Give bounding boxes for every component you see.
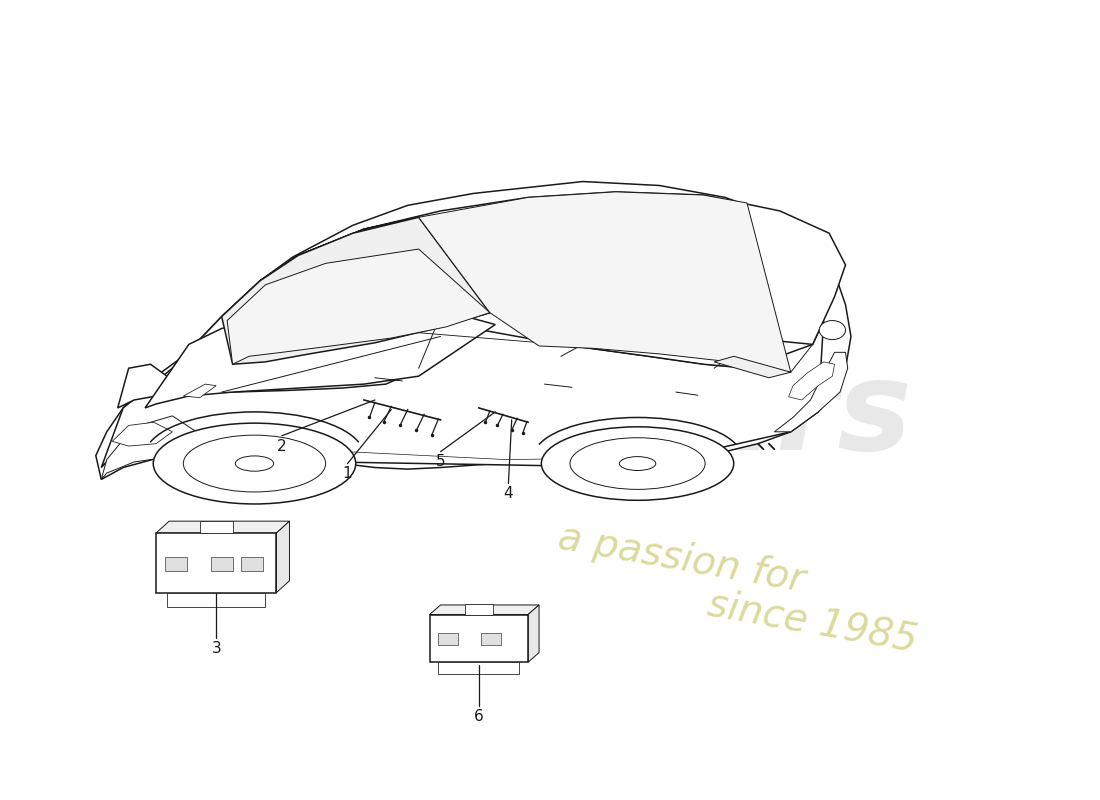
Polygon shape: [101, 416, 265, 479]
Text: 2: 2: [277, 438, 287, 454]
Text: 5: 5: [436, 454, 446, 470]
Bar: [439, 662, 519, 674]
Polygon shape: [276, 521, 289, 593]
Ellipse shape: [184, 435, 326, 492]
Circle shape: [820, 321, 846, 340]
Polygon shape: [430, 605, 539, 614]
Polygon shape: [96, 182, 851, 479]
Bar: [241, 557, 263, 571]
Polygon shape: [260, 192, 846, 344]
Text: 4: 4: [504, 486, 514, 502]
Polygon shape: [184, 384, 217, 398]
Bar: [481, 633, 500, 645]
Polygon shape: [156, 521, 289, 533]
Polygon shape: [419, 192, 791, 372]
Polygon shape: [774, 352, 848, 432]
Text: 1: 1: [343, 466, 352, 482]
Polygon shape: [101, 281, 824, 467]
Text: 6: 6: [474, 709, 484, 724]
Polygon shape: [789, 362, 835, 400]
Bar: [165, 557, 187, 571]
Polygon shape: [714, 356, 791, 378]
Polygon shape: [227, 249, 490, 364]
Text: 3: 3: [211, 641, 221, 656]
Ellipse shape: [570, 438, 705, 490]
Ellipse shape: [541, 427, 734, 500]
Text: eurocars: eurocars: [297, 355, 913, 476]
Bar: [439, 633, 458, 645]
Polygon shape: [145, 306, 495, 408]
Bar: [200, 521, 232, 533]
Polygon shape: [118, 362, 419, 408]
Bar: [167, 593, 265, 607]
Polygon shape: [528, 605, 539, 662]
Polygon shape: [222, 218, 490, 364]
Text: since 1985: since 1985: [705, 586, 921, 659]
Text: a passion for: a passion for: [554, 518, 807, 599]
Polygon shape: [112, 422, 173, 446]
Ellipse shape: [235, 456, 274, 471]
Bar: [156, 533, 276, 593]
Bar: [464, 604, 493, 614]
Bar: [211, 557, 232, 571]
Ellipse shape: [153, 423, 355, 504]
Ellipse shape: [619, 457, 656, 470]
Bar: [430, 614, 528, 662]
